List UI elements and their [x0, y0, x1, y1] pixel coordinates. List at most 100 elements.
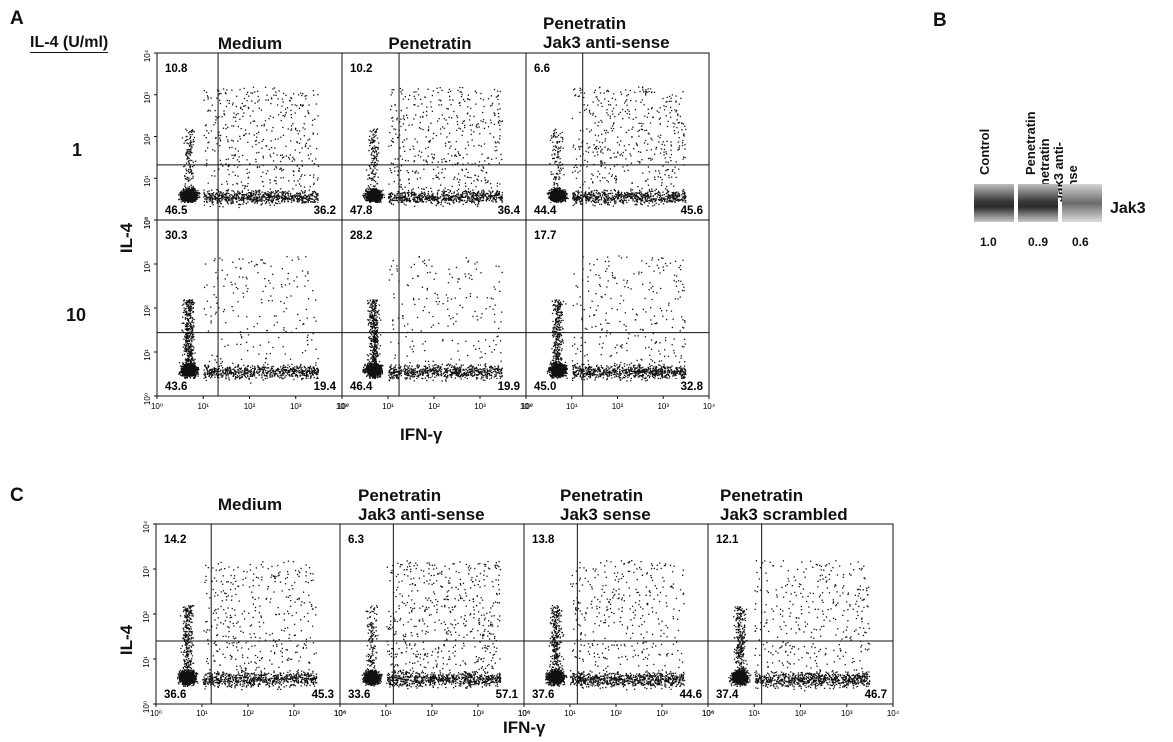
panel-b-letter: B: [933, 10, 947, 32]
panel-a-ytick-0-2: 10²: [143, 133, 152, 145]
band-value-penetratin: 0..9: [1028, 235, 1048, 249]
panel-a-plot-3-events: [546, 86, 687, 208]
panel-a-ytick-1-0: 10⁰: [143, 393, 152, 405]
panel-c-xtick-1-0: 10⁰: [334, 709, 346, 718]
panel-c-plot-1-lr-percent: 45.3: [312, 689, 334, 701]
panel-a-xtick-2-4: 10⁴: [703, 402, 716, 411]
panel-a-plot-2-ul-percent-bg: [348, 61, 380, 75]
panel-c-plot-2-ll-percent: 33.6: [348, 689, 370, 701]
panel-a-plot-3-ll-percent-bg: [532, 203, 564, 217]
panel-c-xtick-3-4: 10⁴: [887, 709, 900, 718]
panel-c-plot-2-ul-percent: 6.3: [348, 534, 364, 546]
lane-label-control: Control: [977, 129, 992, 175]
panel-a-xtick-2-2: 10²: [612, 402, 624, 411]
blot-band-jak3-antisense: [1062, 184, 1102, 222]
panel-a-xtick-0-3: 10³: [290, 402, 302, 411]
panel-c-col-jak3-sense: Penetratin Jak3 sense: [560, 486, 651, 524]
panel-c-xtick-2-4: 10⁴: [702, 709, 715, 718]
panel-c-plot-2: 6.3 33.6 57.1: [339, 523, 525, 707]
panel-a-col-medium: Medium: [190, 34, 310, 53]
panel-a-xtick-2-1: 10¹: [566, 402, 578, 411]
panel-c-xtick-2-1: 10¹: [564, 709, 576, 718]
panel-c-plot-4-ll-percent-bg: [714, 687, 746, 701]
panel-a-plot-1-ul-percent: 10.8: [165, 63, 188, 75]
panel-a-xtick-1-4: 10⁴: [520, 402, 533, 411]
panel-a-plot-2: 10.2 47.8 36.4: [341, 52, 527, 221]
panel-c-xtick-2-0: 10⁰: [518, 709, 530, 718]
panel-c-xtick-1-3: 10³: [472, 709, 484, 718]
panel-c-x-axis-label: IFN-γ: [503, 718, 546, 738]
panel-a-ytick-0-4: 10⁴: [143, 49, 152, 62]
panel-c-xtick-1-1: 10¹: [380, 709, 392, 718]
il4-concentration-header: IL-4 (U/ml): [30, 34, 109, 53]
panel-a-xtick-2-0: 10⁰: [521, 402, 533, 411]
panel-c-ytick-2: 10²: [142, 611, 151, 623]
panel-a-col-jak3-antisense-text: Penetratin Jak3 anti-sense: [543, 14, 670, 52]
panel-a-plot-6-ll-percent: 45.0: [534, 381, 556, 393]
panel-a-ytick-0-0: 10⁰: [143, 217, 152, 229]
panel-a-flow-plots: 10.8 46.5 36.2 10.2 47.8 36.4 6.6 44.4 45.6 30.3 4…: [143, 49, 716, 411]
panel-c-plot-3-ul-percent-bg: [530, 532, 562, 546]
panel-a-plot-5: 28.2 46.4 19.9: [341, 219, 527, 399]
panel-c-plot-4: 12.1 37.4 46.7: [707, 523, 894, 707]
panel-a-plot-4-ll-percent-bg: [163, 379, 195, 393]
panel-c-plot-4-ll-percent: 37.4: [716, 689, 739, 701]
panel-c-xtick-0-1: 10¹: [196, 709, 208, 718]
panel-a-plot-1-ul-percent-bg: [163, 61, 195, 75]
panel-a-xtick-0-1: 10¹: [197, 402, 209, 411]
panel-a-ytick-0-3: 10³: [143, 92, 152, 104]
panel-c-plot-3: 13.8 37.6 44.6: [523, 523, 709, 707]
panel-a-plot-4-ul-percent-bg: [163, 228, 195, 242]
panel-a-plot-3-ul-percent: 6.6: [534, 63, 550, 75]
panel-c-plot-4-ul-percent: 12.1: [716, 534, 739, 546]
panel-c-ytick-4: 10⁴: [142, 520, 151, 533]
panel-c-plot-2-events: [361, 560, 502, 690]
panel-a-plot-6-ul-percent-bg: [532, 228, 564, 242]
panel-a-plot-1-events: [178, 86, 320, 209]
panel-a-plot-1-ll-percent-bg: [163, 203, 195, 217]
panel-a-plot-5-ul-percent: 28.2: [350, 230, 372, 242]
western-blot: Control Penetratin Penetratin Jak3 anti-…: [970, 40, 1170, 260]
panel-a-plot-6-ll-percent-bg: [532, 379, 564, 393]
panel-c-plot-1-events: [177, 560, 318, 691]
panel-a-plot-2-ll-percent-bg: [348, 203, 380, 217]
panel-c-plot-2-lr-percent: 57.1: [496, 689, 519, 701]
panel-a-xtick-0-0: 10⁰: [151, 402, 163, 411]
panel-c-xtick-0-4: 10⁴: [334, 709, 347, 718]
panel-a-xtick-2-3: 10³: [657, 402, 669, 411]
panel-c-ytick-0: 10⁰: [142, 701, 151, 713]
panel-c-xtick-1-4: 10⁴: [518, 709, 531, 718]
panel-c-plot-1-ll-percent: 36.6: [164, 689, 186, 701]
panel-a-plot-5-ll-percent-bg: [348, 379, 380, 393]
panel-a-ytick-1-4: 10⁴: [143, 216, 152, 229]
panel-a-plot-3: 6.6 44.4 45.6: [525, 52, 710, 221]
panel-c-plot-1-ul-percent: 14.2: [164, 534, 186, 546]
panel-c-xtick-0-0: 10⁰: [150, 709, 162, 718]
panel-a-row-10: 10: [66, 305, 86, 326]
blot-band-penetratin: [1018, 184, 1058, 222]
panel-a-letter: A: [10, 8, 24, 30]
panel-c-plot-2-lr-percent-bg: [488, 687, 520, 701]
panel-c-xtick-1-2: 10²: [426, 709, 438, 718]
panel-c-plot-3-lr-percent-bg: [672, 687, 704, 701]
panel-a-ytick-1-3: 10³: [143, 261, 152, 273]
panel-a-plot-6-ul-percent: 17.7: [534, 230, 556, 242]
panel-c-plot-2-ul-percent-bg: [346, 532, 371, 546]
panel-c-plot-4-lr-percent-bg: [857, 687, 889, 701]
panel-a-plot-6-lr-percent-bg: [673, 379, 705, 393]
panel-c-plot-4-lr-percent: 46.7: [865, 689, 887, 701]
panel-c-flow-plots: 14.2 36.6 45.3 6.3 33.6 57.1 13.8 37.6 44.6 12.1 3…: [142, 520, 900, 718]
panel-a-plot-6-lr-percent: 32.8: [681, 381, 704, 393]
panel-a-plot-4-lr-percent: 19.4: [314, 381, 337, 393]
lane-label-penetratin: Penetratin: [1023, 111, 1038, 175]
panel-a-col-jak3-antisense: Penetratin Jak3 anti-sense: [543, 14, 670, 52]
panel-a-plot-5-events: [362, 256, 503, 382]
panel-c-ytick-3: 10³: [142, 566, 151, 578]
panel-a-ytick-1-2: 10²: [143, 305, 152, 317]
panel-a-xtick-0-4: 10⁴: [336, 402, 349, 411]
panel-a-x-axis-label: IFN-γ: [400, 425, 443, 445]
panel-a-plot-2-events: [362, 86, 504, 208]
blot-band-control: [974, 184, 1014, 222]
panel-c-plot-3-events: [545, 560, 686, 691]
panel-a-plot-4-ul-percent: 30.3: [165, 230, 187, 242]
